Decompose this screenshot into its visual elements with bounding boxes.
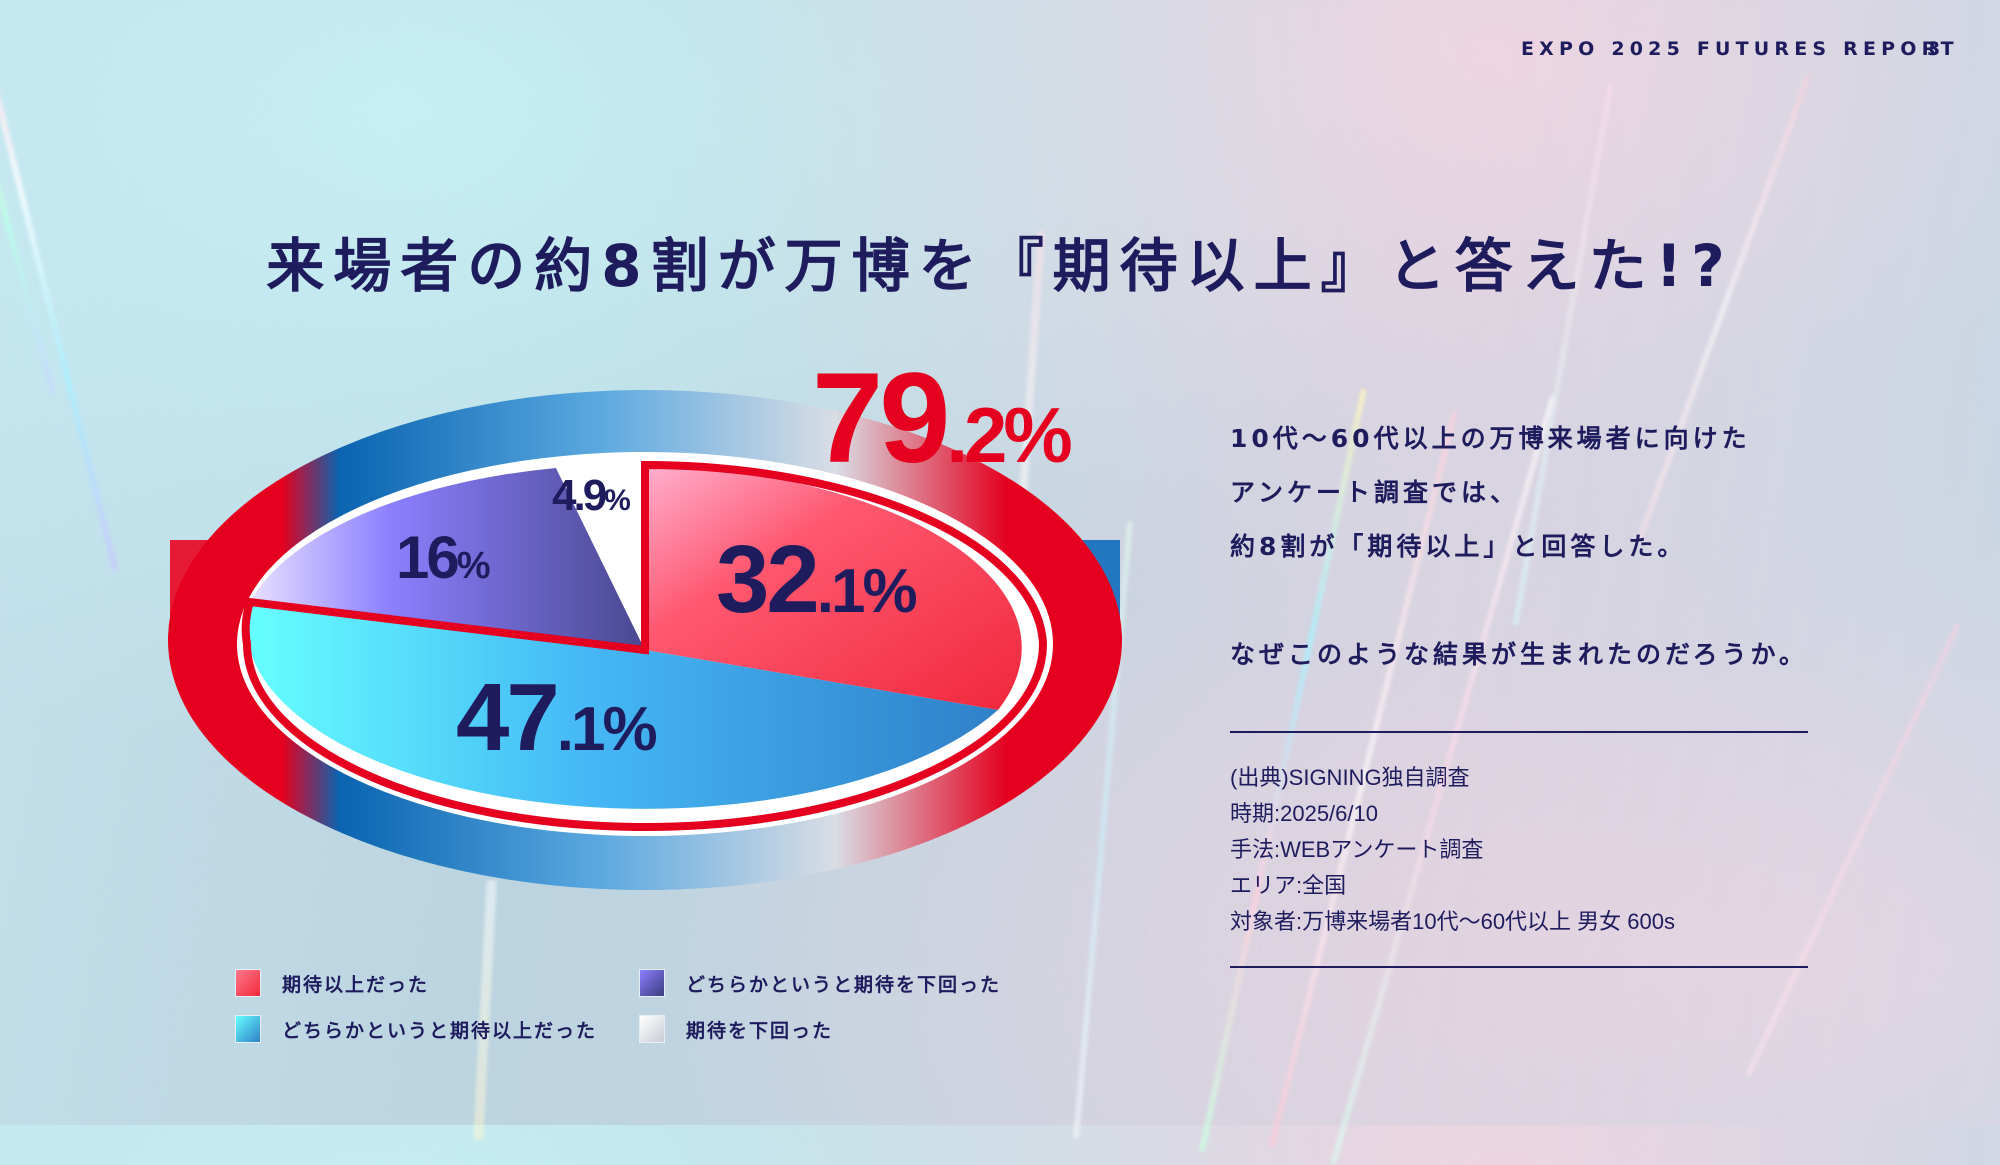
highlight-stat: 79.2% — [812, 355, 1073, 483]
source-line: (出典)SIGNING独自調査 — [1230, 765, 1470, 790]
label-below: 4.9% — [552, 471, 631, 520]
summary-question: なぜこのような結果が生まれたのだろうか。 — [1230, 640, 1809, 669]
source-notes: (出典)SIGNING独自調査 時期:2025/6/10 手法:WEBアンケート… — [1230, 760, 1675, 940]
slice-somewhat-below — [250, 468, 645, 650]
report-title: EXPO 2025 FUTURES REPORT — [1521, 38, 1959, 60]
legend-item-somewhat-below: どちらかというと期待を下回った — [640, 968, 1001, 998]
legend-item-somewhat-exceeded: どちらかというと期待以上だった — [236, 1014, 597, 1044]
legend-swatch-white — [640, 1016, 664, 1042]
pie-chart: 32.1% 47.1% 16% 4.9% — [150, 340, 1150, 940]
summary-line: 約8割が「期待以上」と回答した。 — [1230, 532, 1687, 561]
page-header: EXPO 2025 FUTURES REPORT 3 — [0, 38, 2000, 68]
label-somewhat-exceeded: 47.1% — [456, 664, 658, 771]
summary-text: 10代〜60代以上の万博来場者に向けた アンケート調査では、 約8割が「期待以上… — [1230, 412, 1808, 682]
pie-chart-graphic — [168, 390, 1122, 890]
legend-swatch-purple — [640, 970, 664, 996]
legend-item-below: 期待を下回った — [640, 1014, 833, 1044]
page-title: 来場者の約8割が万博を『期待以上』と答えた!? — [266, 231, 1734, 300]
source-line: エリア:全国 — [1230, 873, 1347, 898]
highlight-stat-dec: .2% — [946, 391, 1072, 479]
page-number: 3 — [1927, 38, 1941, 60]
source-line: 対象者:万博来場者10代〜60代以上 男女 600s — [1230, 909, 1675, 934]
label-somewhat-below: 16% — [396, 524, 491, 591]
chart-legend: 期待以上だった どちらかというと期待以上だった どちらかというと期待を下回った … — [236, 968, 1036, 1058]
legend-item-exceeded: 期待以上だった — [236, 968, 429, 998]
divider-bottom — [1230, 966, 1808, 968]
source-line: 手法:WEBアンケート調査 — [1230, 837, 1484, 862]
legend-swatch-blue — [236, 1016, 260, 1042]
label-exceeded: 32.1% — [716, 526, 918, 633]
slice-somewhat-exceeded — [246, 602, 998, 809]
summary-line: 10代〜60代以上の万博来場者に向けた — [1230, 424, 1751, 453]
legend-swatch-red — [236, 970, 260, 996]
highlight-outline — [241, 460, 1048, 831]
summary-line: アンケート調査では、 — [1230, 478, 1520, 507]
slice-below — [556, 464, 645, 650]
source-line: 時期:2025/6/10 — [1230, 801, 1378, 826]
divider-top — [1230, 731, 1808, 733]
highlight-stat-int: 79 — [812, 347, 950, 490]
slice-exceeded — [645, 465, 1022, 710]
